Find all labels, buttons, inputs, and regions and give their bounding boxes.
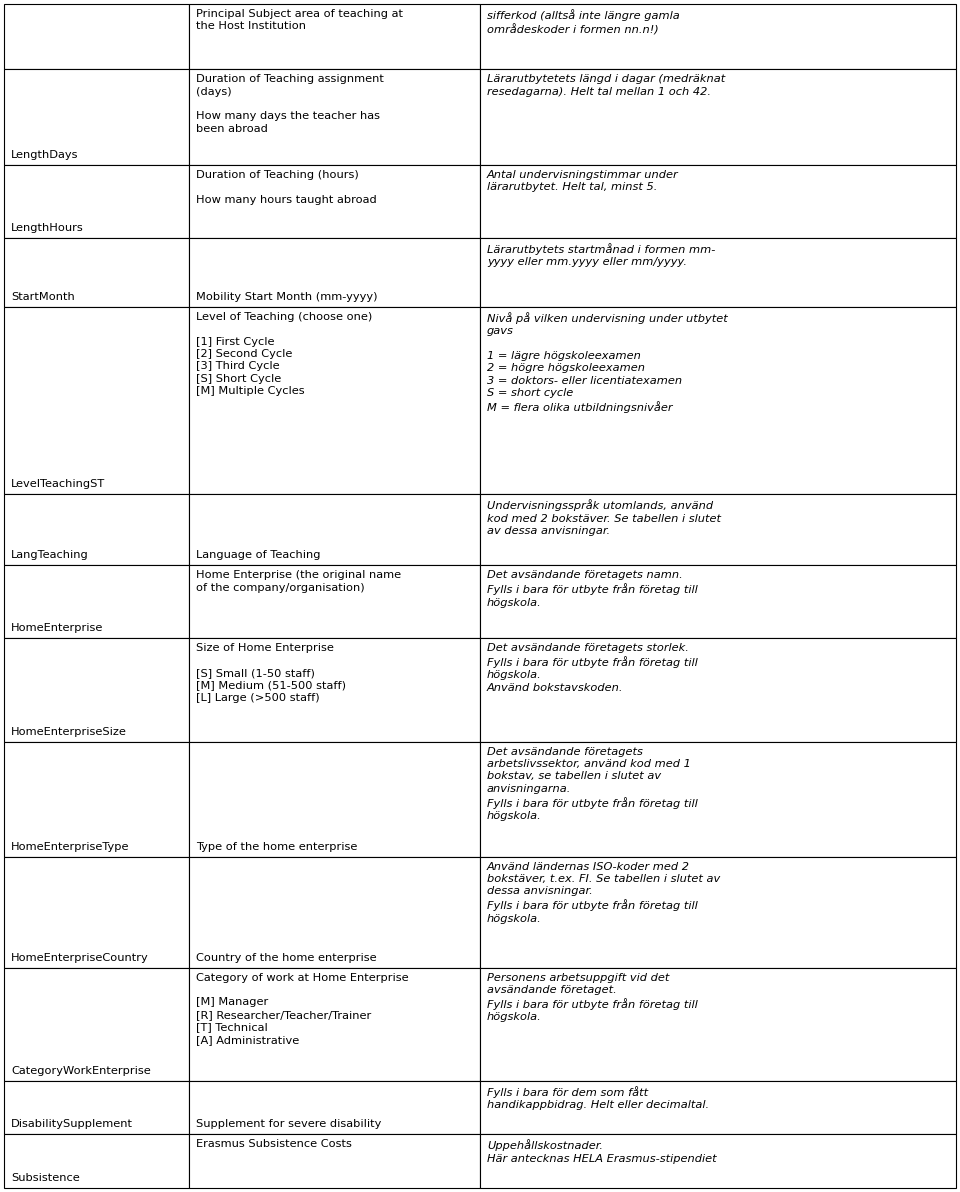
Text: Lärarutbytets startmånad i formen mm-
yyyy eller mm.yyyy eller mm/yyyy.: Lärarutbytets startmånad i formen mm- yy…	[487, 243, 715, 267]
Text: Country of the home enterprise: Country of the home enterprise	[197, 952, 377, 963]
Text: Language of Teaching: Language of Teaching	[197, 551, 321, 560]
Text: Antal undervisningstimmar under
lärarutbytet. Helt tal, minst 5.: Antal undervisningstimmar under lärarutb…	[487, 170, 679, 192]
Bar	[480, 164, 956, 237]
Text: Subsistence: Subsistence	[11, 1173, 80, 1182]
Bar	[189, 495, 480, 565]
Bar	[480, 306, 956, 495]
Text: HomeEnterpriseCountry: HomeEnterpriseCountry	[11, 952, 149, 963]
Bar	[189, 69, 480, 164]
Bar	[4, 495, 189, 565]
Bar	[4, 1135, 189, 1188]
Bar	[4, 857, 189, 968]
Text: Det avsändande företagets storlek.
Fylls i bara för utbyte från företag till
hög: Det avsändande företagets storlek. Fylls…	[487, 644, 698, 693]
Bar	[4, 164, 189, 237]
Bar	[480, 638, 956, 741]
Bar	[4, 4, 189, 69]
Bar	[189, 306, 480, 495]
Text: Fylls i bara för dem som fått
handikappbidrag. Helt eller decimaltal.: Fylls i bara för dem som fått handikappb…	[487, 1086, 709, 1110]
Bar	[189, 1135, 480, 1188]
Bar	[4, 968, 189, 1081]
Text: LangTeaching: LangTeaching	[11, 551, 88, 560]
Bar	[480, 1081, 956, 1135]
Text: Det avsändande företagets namn.
Fylls i bara för utbyte från företag till
högsko: Det avsändande företagets namn. Fylls i …	[487, 570, 698, 608]
Bar	[480, 741, 956, 857]
Text: Home Enterprise (the original name
of the company/organisation): Home Enterprise (the original name of th…	[197, 570, 401, 592]
Text: Duration of Teaching assignment
(days)

How many days the teacher has
been abroa: Duration of Teaching assignment (days) H…	[197, 74, 384, 134]
Text: Lärarutbytetets längd i dagar (medräknat
resedagarna). Helt tal mellan 1 och 42.: Lärarutbytetets längd i dagar (medräknat…	[487, 74, 725, 97]
Bar	[4, 565, 189, 638]
Text: DisabilitySupplement: DisabilitySupplement	[11, 1119, 133, 1129]
Bar	[480, 69, 956, 164]
Bar	[4, 1081, 189, 1135]
Text: Level of Teaching (choose one)

[1] First Cycle
[2] Second Cycle
[3] Third Cycle: Level of Teaching (choose one) [1] First…	[197, 311, 372, 396]
Text: Använd ländernas ISO-koder med 2
bokstäver, t.ex. FI. Se tabellen i slutet av
de: Använd ländernas ISO-koder med 2 bokstäv…	[487, 862, 720, 924]
Text: sifferkod (alltså inte längre gamla
områdeskoder i formen nn.n!): sifferkod (alltså inte längre gamla områ…	[487, 10, 680, 35]
Text: Det avsändande företagets
arbetslivssektor, använd kod med 1
bokstav, se tabelle: Det avsändande företagets arbetslivssekt…	[487, 746, 698, 821]
Bar	[4, 69, 189, 164]
Bar	[189, 857, 480, 968]
Bar	[4, 306, 189, 495]
Text: HomeEnterpriseType: HomeEnterpriseType	[11, 842, 130, 851]
Bar	[480, 857, 956, 968]
Bar	[4, 638, 189, 741]
Text: HomeEnterpriseSize: HomeEnterpriseSize	[11, 727, 127, 737]
Text: Principal Subject area of teaching at
the Host Institution: Principal Subject area of teaching at th…	[197, 10, 403, 31]
Bar	[4, 741, 189, 857]
Text: LengthHours: LengthHours	[11, 223, 84, 232]
Bar	[189, 565, 480, 638]
Text: Size of Home Enterprise

[S] Small (1-50 staff)
[M] Medium (51-500 staff)
[L] La: Size of Home Enterprise [S] Small (1-50 …	[197, 644, 347, 703]
Text: LevelTeachingST: LevelTeachingST	[11, 479, 106, 490]
Bar	[480, 495, 956, 565]
Text: Erasmus Subsistence Costs: Erasmus Subsistence Costs	[197, 1140, 352, 1149]
Bar	[480, 968, 956, 1081]
Text: Supplement for severe disability: Supplement for severe disability	[197, 1119, 382, 1129]
Text: Undervisningsspråk utomlands, använd
kod med 2 bokstäver. Se tabellen i slutet
a: Undervisningsspråk utomlands, använd kod…	[487, 499, 721, 536]
Text: Category of work at Home Enterprise

[M] Manager
[R] Researcher/Teacher/Trainer
: Category of work at Home Enterprise [M] …	[197, 973, 409, 1044]
Text: Mobility Start Month (mm-yyyy): Mobility Start Month (mm-yyyy)	[197, 292, 378, 302]
Text: Nivå på vilken undervisning under utbytet
gavs

1 = lägre högskoleexamen
2 = hög: Nivå på vilken undervisning under utbyte…	[487, 311, 728, 412]
Bar	[4, 237, 189, 306]
Text: Type of the home enterprise: Type of the home enterprise	[197, 842, 358, 851]
Text: Duration of Teaching (hours)

How many hours taught abroad: Duration of Teaching (hours) How many ho…	[197, 170, 377, 205]
Bar	[480, 237, 956, 306]
Bar	[189, 164, 480, 237]
Bar	[189, 638, 480, 741]
Bar	[480, 565, 956, 638]
Bar	[480, 4, 956, 69]
Text: Uppehållskostnader.
Här antecknas HELA Erasmus-stipendiet: Uppehållskostnader. Här antecknas HELA E…	[487, 1140, 716, 1163]
Bar	[189, 968, 480, 1081]
Text: CategoryWorkEnterprise: CategoryWorkEnterprise	[11, 1066, 151, 1075]
Text: StartMonth: StartMonth	[11, 292, 75, 302]
Text: LengthDays: LengthDays	[11, 150, 79, 160]
Bar	[480, 1135, 956, 1188]
Bar	[189, 1081, 480, 1135]
Bar	[189, 237, 480, 306]
Text: HomeEnterprise: HomeEnterprise	[11, 623, 104, 633]
Bar	[189, 741, 480, 857]
Bar	[189, 4, 480, 69]
Text: Personens arbetsuppgift vid det
avsändande företaget.
Fylls i bara för utbyte fr: Personens arbetsuppgift vid det avsändan…	[487, 973, 698, 1023]
